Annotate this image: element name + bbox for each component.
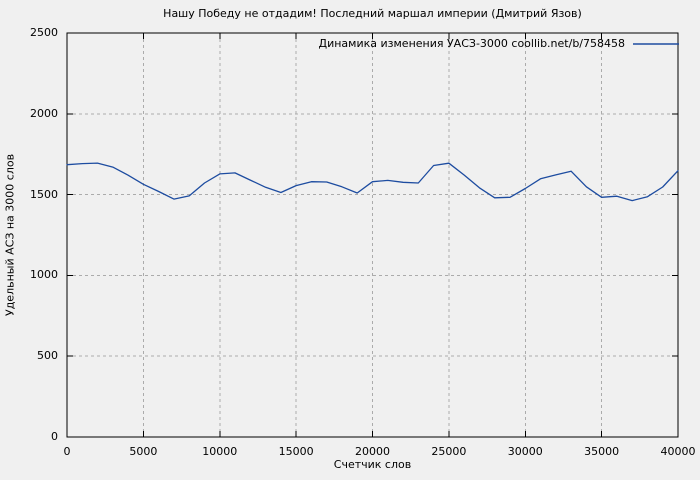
x-tick-label: 25000 [431, 445, 467, 458]
y-tick-label: 2500 [30, 26, 58, 39]
x-tick-label: 35000 [584, 445, 620, 458]
x-tick-label: 5000 [129, 445, 158, 458]
x-tick-label: 15000 [278, 445, 314, 458]
y-axis-label: Удельный АСЗ на 3000 слов [3, 153, 17, 317]
y-tick-label: 1000 [30, 268, 58, 282]
y-tick-label: 0 [51, 430, 58, 443]
x-tick-label: 20000 [355, 445, 390, 458]
legend-label: Динамика изменения УАСЗ-3000 coollib.net… [318, 37, 626, 50]
x-tick-label: 0 [63, 445, 71, 458]
x-tick-label: 10000 [202, 445, 238, 458]
y-tick-label: 500 [37, 349, 58, 363]
y-tick-label: 1500 [30, 187, 58, 201]
y-tick-label: 2000 [30, 106, 58, 120]
legend-line-sample [633, 42, 679, 45]
x-tick-label: 30000 [507, 445, 543, 458]
legend: Динамика изменения УАСЗ-3000 coollib.net… [318, 36, 679, 51]
x-axis-label: Счетчик слов [333, 458, 412, 471]
chart-title: Нашу Победу не отдадим! Последний маршал… [163, 7, 582, 20]
x-tick-label: 40000 [660, 445, 696, 458]
